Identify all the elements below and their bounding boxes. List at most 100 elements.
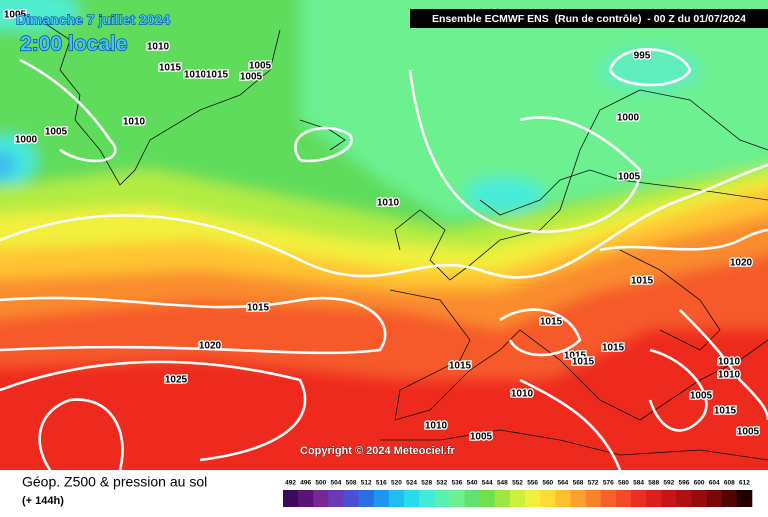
colorbar-tick-label: 556 [527, 480, 538, 487]
colorbar-swatch [646, 490, 662, 507]
colorbar-tick-label: 560 [542, 480, 553, 487]
colorbar-swatch [585, 490, 602, 507]
isobar-label: 1015 [602, 343, 625, 354]
colorbar-swatch [494, 490, 511, 507]
colorbar-tick-label: 504 [331, 480, 342, 487]
isobar-label: 1010 [425, 421, 448, 432]
colorbar-tick-label: 612 [739, 480, 750, 487]
isobar-label: 1025 [165, 375, 188, 386]
isobar-label: 1020 [730, 258, 753, 269]
colorbar-tick-label: 532 [436, 480, 447, 487]
colorbar-tick-label: 608 [724, 480, 735, 487]
isobar-label: 1015 [564, 351, 587, 362]
colorbar-tick-label: 584 [633, 480, 644, 487]
isobar-label: 1015 [572, 357, 595, 368]
isobar-label: 1015 [714, 406, 737, 417]
colorbar-swatch [283, 490, 299, 507]
colorbar-tick-label: 528 [421, 480, 432, 487]
isobar-label: 1010 [184, 70, 207, 81]
colorbar-tick-label: 508 [346, 480, 357, 487]
isobar-label: 1010 [377, 198, 400, 209]
colorbar-swatch [464, 490, 480, 507]
colorbar-swatch [434, 490, 450, 507]
isobar-label: 1015 [631, 276, 654, 287]
colorbar-swatch [540, 490, 556, 507]
colorbar-tick-label: 580 [618, 480, 629, 487]
colorbar-tick-label: 524 [406, 480, 417, 487]
isobar-label: 1015 [159, 63, 182, 74]
colorbar-tick-label: 568 [573, 480, 584, 487]
isobar-label: 1000 [617, 113, 640, 124]
colorbar-tick-label: 576 [603, 480, 614, 487]
coastlines [39, 19, 768, 461]
time-title: 2:00 locale [20, 33, 127, 56]
colorbar-tick-label: 564 [557, 480, 568, 487]
colorbar-swatch [479, 490, 496, 507]
isobar-label: 1015 [540, 317, 563, 328]
colorbar-swatch [555, 490, 571, 507]
isobar-label: 1010 [147, 42, 170, 53]
colorbar-tick-label: 604 [709, 480, 720, 487]
colorbar-swatch [343, 490, 359, 507]
isobar-label: 1010 [718, 357, 741, 368]
copyright: Copyright © 2024 Meteociel.fr [300, 445, 456, 457]
isobar-label: 1005 [470, 432, 493, 443]
legend-title: Géop. Z500 & pression au sol [22, 474, 207, 490]
date-title: Dimanche 7 juillet 2024 [16, 12, 170, 28]
isobar-label: 1015 [449, 361, 472, 372]
isobar-label: 1020 [199, 341, 222, 352]
colorbar-swatch [630, 490, 647, 507]
colorbar-tick-label: 544 [482, 480, 493, 487]
colorbar-swatch [736, 490, 753, 507]
colorbar-swatch [615, 490, 632, 507]
colorbar-swatch [570, 490, 586, 507]
colorbar-swatch [404, 490, 420, 507]
colorbar-tick-label: 552 [512, 480, 523, 487]
colorbar: 492 496 500 504 508 512 516 520 524 528 532 536 540 5… [283, 480, 753, 507]
colorbar-tick-label: 592 [663, 480, 674, 487]
isobar-label: 1010 [511, 389, 534, 400]
colorbar-swatch [721, 490, 738, 507]
isobar-label: 1005 [4, 10, 27, 21]
isobar-label: 1015 [247, 303, 270, 314]
isobars [0, 48, 768, 471]
colorbar-swatch [298, 490, 314, 507]
colorbar-swatch [313, 490, 329, 507]
run-box [410, 9, 768, 28]
colorbar-swatch [706, 490, 723, 507]
colorbar-tick-label: 536 [452, 480, 463, 487]
legend-lead: (+ 144h) [22, 495, 64, 507]
colorbar-tick-label: 548 [497, 480, 508, 487]
colorbar-swatch [600, 490, 617, 507]
colorbar-swatch [691, 490, 707, 507]
colorbar-swatch [525, 490, 541, 507]
colorbar-tick-label: 516 [376, 480, 387, 487]
isobar-label: 1005 [45, 127, 68, 138]
isobar-label: 995 [634, 51, 651, 62]
run-label: Ensemble ECMWF ENS (Run de contrôle) - 0… [432, 13, 746, 25]
colorbar-swatch [509, 490, 526, 507]
colorbar-tick-label: 512 [361, 480, 372, 487]
colorbar-tick-label: 496 [300, 480, 311, 487]
colorbar-swatch [328, 490, 344, 507]
colorbar-swatch [676, 490, 692, 507]
colorbar-swatch [388, 490, 405, 507]
colorbar-swatch [373, 490, 390, 507]
isobar-label: 1010 [718, 370, 741, 381]
isobar-label: 1005 [618, 172, 641, 183]
isobar-label: 1005 [249, 61, 272, 72]
colorbar-tick-label: 572 [588, 480, 599, 487]
colorbar-tick-label: 596 [678, 480, 689, 487]
colorbar-tick-label: 492 [285, 480, 296, 487]
colorbar-tick-label: 600 [694, 480, 705, 487]
colorbar-tick-label: 540 [467, 480, 478, 487]
isobar-label: 1005 [737, 427, 760, 438]
colorbar-tick-label: 520 [391, 480, 402, 487]
isobar-label: 1005 [690, 391, 713, 402]
isobar-label: 1005 [240, 72, 263, 83]
colorbar-swatch [358, 490, 375, 507]
colorbar-tick-label: 500 [315, 480, 326, 487]
colorbar-swatch [661, 490, 677, 507]
